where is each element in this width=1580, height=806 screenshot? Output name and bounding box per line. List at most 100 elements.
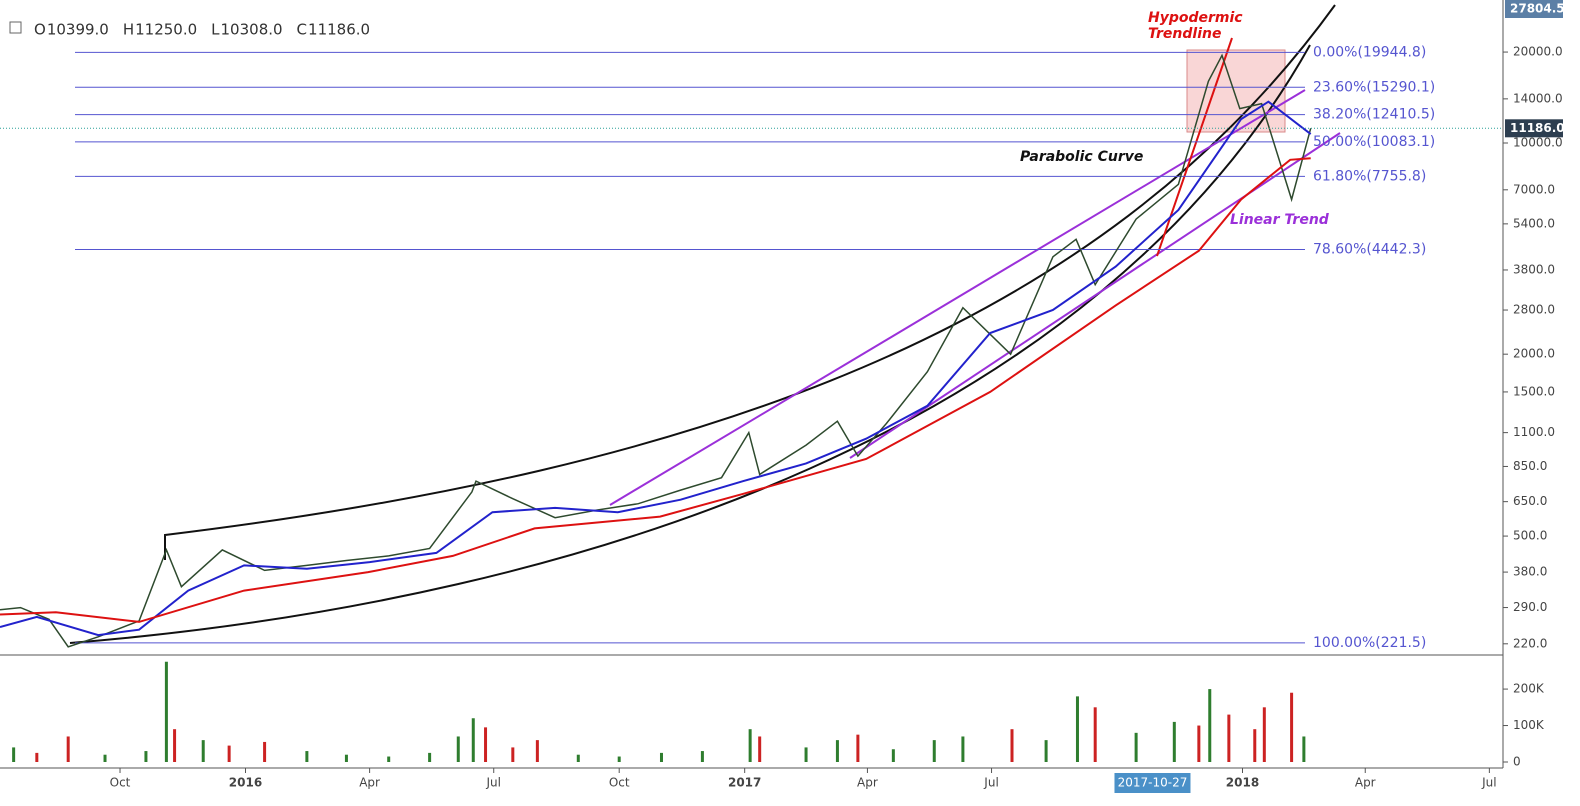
volume-bar <box>1208 689 1212 762</box>
volume-bar <box>201 740 205 762</box>
volume-tick-label: 100K <box>1513 718 1545 732</box>
x-tick-label: Jul <box>485 776 500 790</box>
ohlc-value: 10399.0 <box>47 21 109 39</box>
fib-label: 100.00%(221.5) <box>1313 635 1426 651</box>
volume-bar <box>961 736 965 762</box>
volume-bar <box>66 736 70 762</box>
volume-bar <box>856 734 860 762</box>
volume-bar <box>1290 692 1294 762</box>
y-tick-label: 7000.0 <box>1513 182 1555 196</box>
volume-bar <box>1093 707 1097 762</box>
fib-label: 61.80%(7755.8) <box>1313 168 1426 184</box>
volume-bar <box>12 747 16 762</box>
volume-bar <box>1075 696 1079 762</box>
x-tick-label: Apr <box>857 776 878 790</box>
y-tick-label: 2000.0 <box>1513 347 1555 361</box>
volume-bar <box>227 745 231 762</box>
y-tick-label: 850.0 <box>1513 459 1547 473</box>
y-tick-label: 5400.0 <box>1513 216 1555 230</box>
volume-tick-label: 200K <box>1513 682 1545 696</box>
menu-icon[interactable] <box>9 21 22 34</box>
crosshair-date-label: 2017-10-27 <box>1118 776 1188 790</box>
hypodermic-trendline <box>1156 37 1233 257</box>
volume-bar <box>804 747 808 762</box>
x-tick-label: Jul <box>983 776 998 790</box>
ohlc-value: 11186.0 <box>308 21 370 39</box>
annotation: Parabolic Curve <box>1020 149 1143 165</box>
volume-bar <box>263 741 267 762</box>
x-tick-label: Apr <box>1355 776 1376 790</box>
last-price-badge <box>1505 119 1563 138</box>
volume-bar <box>535 740 539 762</box>
volume-tick-label: 0 <box>1513 755 1521 769</box>
moving-average <box>0 100 1312 637</box>
volume-bar <box>173 729 177 762</box>
ohlc-value: 10308.0 <box>221 21 283 39</box>
x-tick-label: Jul <box>1481 776 1496 790</box>
x-tick-label: Oct <box>110 776 131 790</box>
volume-bar <box>1044 740 1048 762</box>
volume-bar <box>1262 707 1266 762</box>
x-tick-label: 2016 <box>229 776 262 790</box>
highlight-box <box>1186 49 1286 133</box>
volume-bar <box>1302 736 1306 762</box>
volume-bar <box>576 754 580 762</box>
x-tick-label: Oct <box>609 776 630 790</box>
volume-bar <box>700 751 704 762</box>
y-tick-label: 10000.0 <box>1513 136 1563 150</box>
price-line <box>0 53 1312 648</box>
plot-layer <box>0 51 1312 762</box>
volume-bar <box>387 756 391 762</box>
y-tick-label: 2800.0 <box>1513 303 1555 317</box>
linear-trend-upper <box>609 89 1306 506</box>
parabolic-curve-lower <box>69 44 1311 644</box>
volume-bar <box>344 754 348 762</box>
volume-bar <box>617 756 621 762</box>
volume-bar <box>1197 725 1201 762</box>
volume-bar <box>1253 729 1257 762</box>
fib-label: 50.00%(10083.1) <box>1313 134 1435 150</box>
volume-bar <box>1227 714 1231 762</box>
x-tick-label: 2017 <box>728 776 761 790</box>
volume-bar <box>1010 729 1014 762</box>
volume-bar <box>144 751 148 762</box>
y-tick-label: 20000.0 <box>1513 45 1563 59</box>
fib-label: 78.60%(4442.3) <box>1313 241 1426 257</box>
x-tick-label: 2018 <box>1226 776 1259 790</box>
volume-bar <box>103 754 107 762</box>
y-tick-label: 14000.0 <box>1513 91 1563 105</box>
y-tick-label: 1100.0 <box>1513 425 1555 439</box>
volume-bar <box>891 749 895 762</box>
moving-average <box>0 157 1311 623</box>
ohlc-key: C <box>297 21 307 39</box>
ohlc-value: 11250.0 <box>135 21 197 39</box>
volume-bar <box>748 729 752 762</box>
volume-bar <box>659 752 663 762</box>
fib-label: 38.20%(12410.5) <box>1313 107 1435 123</box>
fib-label: 0.00%(19944.8) <box>1313 44 1426 60</box>
annotation: Linear Trend <box>1230 212 1330 228</box>
axis-high-badge <box>1505 0 1563 18</box>
ohlc-key: L <box>211 21 220 39</box>
volume-bar <box>511 747 515 762</box>
x-tick-label: Apr <box>359 776 380 790</box>
volume-bar <box>456 736 460 762</box>
ohlc-key: O <box>34 21 46 39</box>
y-tick-label: 290.0 <box>1513 600 1547 614</box>
annotation: Trendline <box>1148 26 1221 42</box>
volume-bar <box>932 740 936 762</box>
y-tick-label: 500.0 <box>1513 529 1547 543</box>
volume-bar <box>164 661 168 762</box>
fib-label: 23.60%(15290.1) <box>1313 79 1435 95</box>
volume-bar <box>758 736 762 762</box>
crosshair-date-badge <box>1114 773 1191 793</box>
volume-bar <box>471 718 475 762</box>
ohlc-key: H <box>123 21 134 39</box>
volume-bar <box>428 752 432 762</box>
annotation: Hypodermic <box>1148 10 1243 26</box>
volume-bar <box>305 751 309 762</box>
y-tick-label: 650.0 <box>1513 494 1547 508</box>
volume-bar <box>484 727 488 762</box>
